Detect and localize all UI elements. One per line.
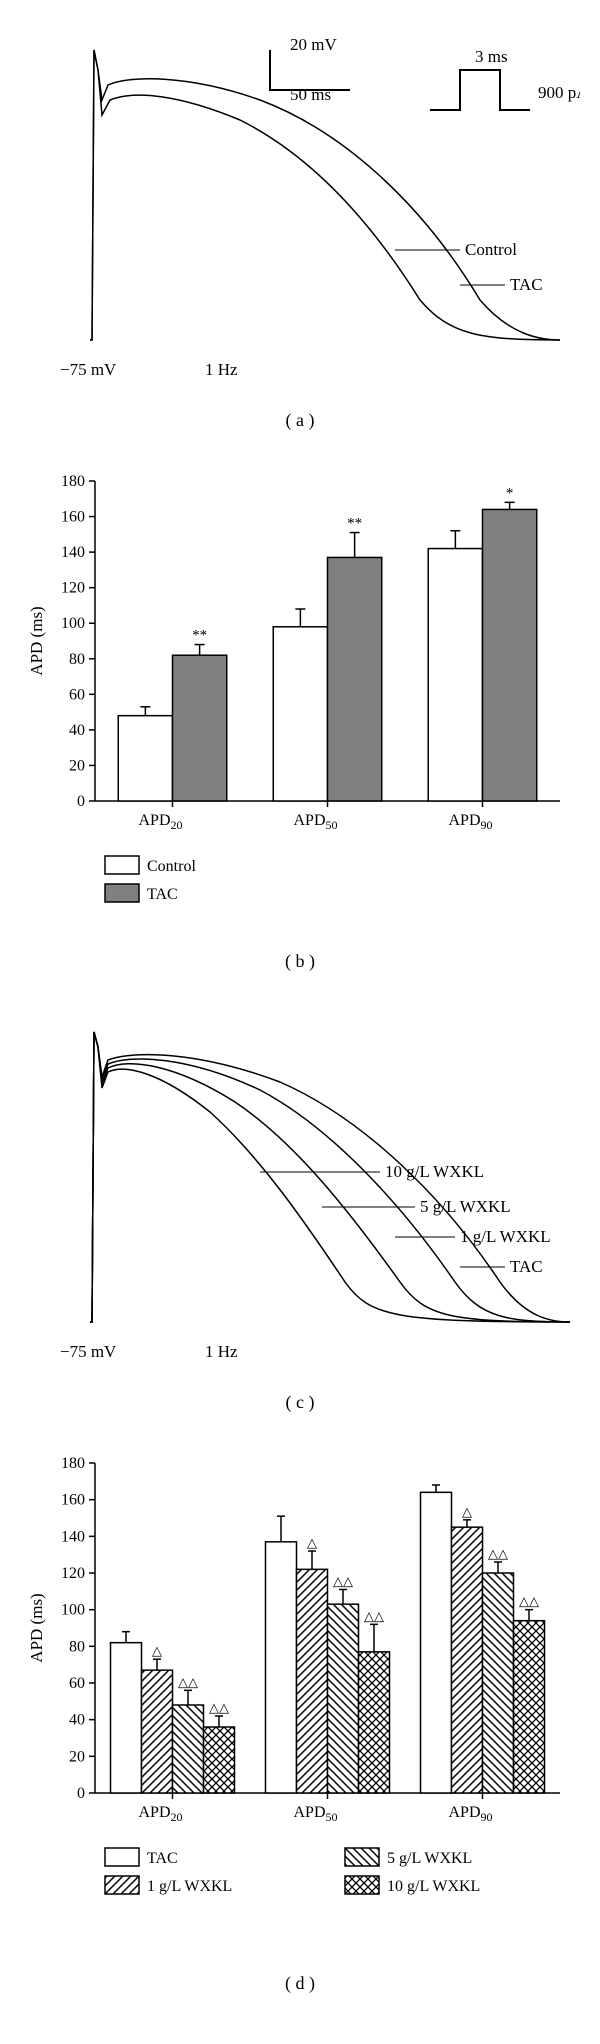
svg-text:20: 20	[69, 757, 85, 774]
svg-text:120: 120	[61, 580, 85, 597]
panel-a-caption: ( a )	[20, 410, 580, 431]
freq-label: 1 Hz	[205, 360, 238, 379]
panel-c-caption: ( c )	[20, 1392, 580, 1413]
svg-text:TAC: TAC	[147, 886, 178, 903]
svg-text:80: 80	[69, 1638, 85, 1655]
svg-text:APD (ms): APD (ms)	[27, 606, 46, 675]
rmp-c-label: −75 mV	[60, 1342, 117, 1361]
svg-text:**: **	[192, 628, 207, 644]
panel-a: 20 mV 50 ms 3 ms 900 pA Control TAC −75 …	[20, 20, 580, 431]
scale-v-label: 20 mV	[290, 35, 337, 54]
stim-side-label: 900 pA	[538, 83, 580, 102]
svg-text:60: 60	[69, 1675, 85, 1692]
svg-text:60: 60	[69, 686, 85, 703]
svg-text:△: △	[152, 1643, 162, 1658]
svg-text:APD90: APD90	[448, 1804, 492, 1824]
svg-text:**: **	[347, 516, 362, 532]
svg-text:180: 180	[61, 473, 85, 490]
trace-control-label: Control	[465, 240, 517, 259]
panel-d-chart: 020406080100120140160180APD (ms)△△△△△APD…	[20, 1443, 580, 1963]
svg-text:△: △	[307, 1535, 317, 1550]
svg-text:140: 140	[61, 1528, 85, 1545]
rmp-label: −75 mV	[60, 360, 117, 379]
panel-b-chart: 0 20 40 60 80 100 120 140 160 180 APD (ms) ** APD20 *…	[20, 461, 580, 941]
stim-top-label: 3 ms	[475, 47, 508, 66]
panel-c: 10 g/L WXKL 5 g/L WXKL 1 g/L WXKL TAC −7…	[20, 1002, 580, 1413]
trace-5-label: 5 g/L WXKL	[420, 1197, 511, 1216]
svg-text:APD20: APD20	[138, 812, 182, 832]
svg-text:APD50: APD50	[293, 812, 337, 832]
panel-b: 0 20 40 60 80 100 120 140 160 180 APD (ms) ** APD20 *…	[20, 461, 580, 972]
svg-text:△△: △△	[209, 1700, 229, 1715]
trace-tac-label: TAC	[510, 275, 543, 294]
svg-text:0: 0	[77, 1785, 85, 1802]
svg-text:160: 160	[61, 509, 85, 526]
svg-text:0: 0	[77, 793, 85, 810]
svg-text:APD90: APD90	[448, 812, 492, 832]
svg-text:△: △	[462, 1504, 472, 1519]
trace-tac-c-label: TAC	[510, 1257, 543, 1276]
panel-c-trace: 10 g/L WXKL 5 g/L WXKL 1 g/L WXKL TAC −7…	[20, 1002, 580, 1382]
svg-text:40: 40	[69, 1712, 85, 1729]
svg-text:△△: △△	[333, 1574, 353, 1589]
svg-text:△△: △△	[178, 1674, 198, 1689]
svg-text:1 g/L WXKL: 1 g/L WXKL	[147, 1878, 232, 1895]
scale-h-label: 50 ms	[290, 85, 331, 104]
trace-10-label: 10 g/L WXKL	[385, 1162, 484, 1181]
svg-text:120: 120	[61, 1565, 85, 1582]
svg-text:10 g/L WXKL: 10 g/L WXKL	[387, 1878, 480, 1895]
svg-text:APD50: APD50	[293, 1804, 337, 1824]
svg-text:*: *	[506, 485, 514, 501]
panel-b-caption: ( b )	[20, 951, 580, 972]
svg-text:Control: Control	[147, 858, 196, 875]
trace-1-label: 1 g/L WXKL	[460, 1227, 551, 1246]
svg-text:100: 100	[61, 1602, 85, 1619]
svg-text:180: 180	[61, 1455, 85, 1472]
svg-text:△△: △△	[488, 1546, 508, 1561]
panel-a-trace: 20 mV 50 ms 3 ms 900 pA Control TAC −75 …	[20, 20, 580, 400]
svg-text:20: 20	[69, 1748, 85, 1765]
svg-text:80: 80	[69, 651, 85, 668]
svg-text:40: 40	[69, 722, 85, 739]
svg-text:△△: △△	[364, 1608, 384, 1623]
svg-text:100: 100	[61, 615, 85, 632]
svg-text:140: 140	[61, 544, 85, 561]
svg-text:160: 160	[61, 1492, 85, 1509]
panel-d: 020406080100120140160180APD (ms)△△△△△APD…	[20, 1443, 580, 1994]
svg-text:△△: △△	[519, 1594, 539, 1609]
svg-text:5 g/L WXKL: 5 g/L WXKL	[387, 1850, 472, 1867]
panel-d-caption: ( d )	[20, 1973, 580, 1994]
svg-text:APD20: APD20	[138, 1804, 182, 1824]
freq-c-label: 1 Hz	[205, 1342, 238, 1361]
svg-text:TAC: TAC	[147, 1850, 178, 1867]
svg-text:APD (ms): APD (ms)	[27, 1593, 46, 1662]
